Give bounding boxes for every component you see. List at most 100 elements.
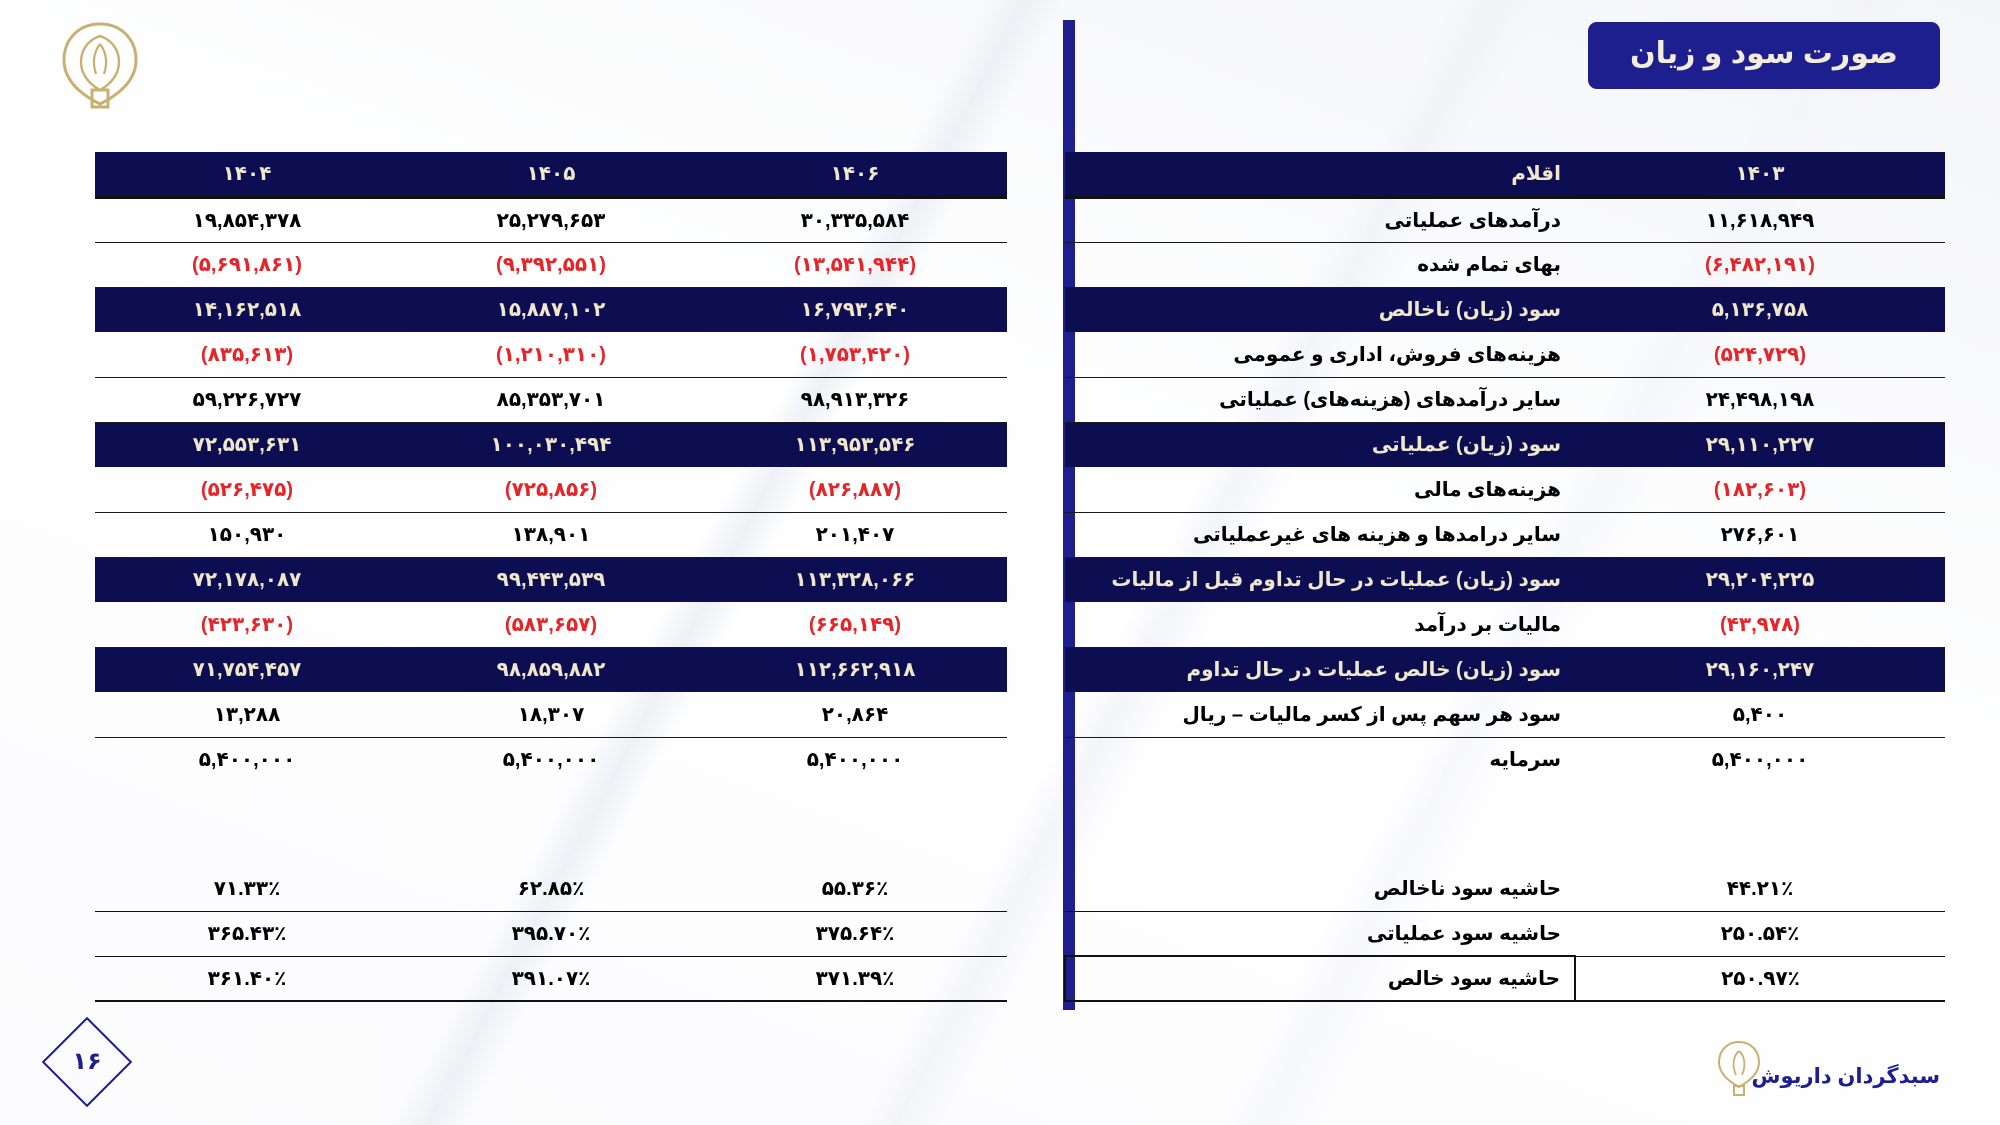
cell-value-1405: ۱۵,۸۸۷,۱۰۲ bbox=[399, 287, 703, 332]
cell-value-1406: (۱,۷۵۳,۴۲۰) bbox=[703, 332, 1007, 378]
cell-ratio-value-1405: ۳۹۵.۷۰٪ bbox=[399, 911, 703, 957]
table-row: ۱۱۳,۳۲۸,۰۶۶ ۹۹,۴۴۳,۵۳۹ ۷۲,۱۷۸,۰۸۷ bbox=[95, 557, 1007, 602]
cell-value-1404: ۱۵۰,۹۳۰ bbox=[95, 512, 399, 558]
cell-item-label: سود (زیان) عملیات در حال تداوم قبل از ما… bbox=[1065, 557, 1575, 602]
table-header-row: ۱۴۰۳ اقلام bbox=[1065, 152, 1945, 199]
column-header-year-1406: ۱۴۰۶ bbox=[703, 152, 1007, 199]
cell-ratio-value-1403: ۲۵۰.۹۷٪ bbox=[1575, 956, 1945, 1002]
table-row: (۱۸۲,۶۰۳) هزینه‌های مالی bbox=[1065, 467, 1945, 513]
cell-item-label: هزینه‌های مالی bbox=[1065, 467, 1575, 513]
cell-ratio-value-1404: ۳۶۱.۴۰٪ bbox=[95, 956, 399, 1002]
ratio-row: ۴۴.۲۱٪ حاشیه سود ناخالص bbox=[1065, 866, 1945, 912]
cell-value-1403: ۵,۱۳۶,۷۵۸ bbox=[1575, 287, 1945, 332]
cell-value-1404: ۵۹,۲۲۶,۷۲۷ bbox=[95, 377, 399, 423]
cell-item-label: سود (زیان) ناخالص bbox=[1065, 287, 1575, 332]
table-row: ۱۶,۷۹۳,۶۴۰ ۱۵,۸۸۷,۱۰۲ ۱۴,۱۶۲,۵۱۸ bbox=[95, 287, 1007, 332]
cell-value-1405: ۹۹,۴۴۳,۵۳۹ bbox=[399, 557, 703, 602]
cell-value-1403: ۲۴,۴۹۸,۱۹۸ bbox=[1575, 377, 1945, 423]
cell-item-label: هزینه‌های فروش، اداری و عمومی bbox=[1065, 332, 1575, 378]
page-number-badge: ۱۶ bbox=[41, 1016, 133, 1108]
cell-value-1403: ۲۹,۱۱۰,۲۲۷ bbox=[1575, 422, 1945, 467]
table-row: (۵۲۴,۷۲۹) هزینه‌های فروش، اداری و عمومی bbox=[1065, 332, 1945, 378]
ratio-row: ۲۵۰.۵۴٪ حاشیه سود عملیاتی bbox=[1065, 911, 1945, 957]
cell-value-1403: ۲۹,۱۶۰,۲۴۷ bbox=[1575, 647, 1945, 692]
table-row: ۹۸,۹۱۳,۳۲۶ ۸۵,۳۵۳,۷۰۱ ۵۹,۲۲۶,۷۲۷ bbox=[95, 377, 1007, 423]
cell-value-1405: ۲۵,۲۷۹,۶۵۳ bbox=[399, 197, 703, 243]
page-number: ۱۶ bbox=[72, 1048, 102, 1075]
cell-value-1403: (۵۲۴,۷۲۹) bbox=[1575, 332, 1945, 378]
table-row: ۵,۴۰۰,۰۰۰ ۵,۴۰۰,۰۰۰ ۵,۴۰۰,۰۰۰ bbox=[95, 737, 1007, 782]
cell-value-1404: (۴۲۳,۶۳۰) bbox=[95, 602, 399, 648]
cell-value-1403: (۴۳,۹۷۸) bbox=[1575, 602, 1945, 648]
cell-value-1406: (۸۲۶,۸۸۷) bbox=[703, 467, 1007, 513]
cell-item-label: سود هر سهم پس از کسر مالیات – ریال bbox=[1065, 692, 1575, 738]
cell-value-1404: ۱۹,۸۵۴,۳۷۸ bbox=[95, 197, 399, 243]
cell-ratio-value-1404: ۳۶۵.۴۳٪ bbox=[95, 911, 399, 957]
cell-ratio-value-1406: ۳۷۱.۳۹٪ bbox=[703, 956, 1007, 1002]
column-header-items: اقلام bbox=[1065, 152, 1575, 199]
cell-ratio-value-1406: ۵۵.۳۶٪ bbox=[703, 866, 1007, 912]
ratio-row: ۳۷۱.۳۹٪ ۳۹۱.۰۷٪ ۳۶۱.۴۰٪ bbox=[95, 956, 1007, 1002]
table-row: ۵,۴۰۰ سود هر سهم پس از کسر مالیات – ریال bbox=[1065, 692, 1945, 738]
cell-value-1404: ۷۲,۵۵۳,۶۳۱ bbox=[95, 422, 399, 467]
cell-item-label: سود (زیان) عملیاتی bbox=[1065, 422, 1575, 467]
income-statement-table-1403: ۱۴۰۳ اقلام ۱۱,۶۱۸,۹۴۹ درآمدهای عملیاتی (۶,… bbox=[1065, 152, 1945, 782]
cell-value-1403: ۵,۴۰۰,۰۰۰ bbox=[1711, 749, 1809, 772]
cell-value-1405: ۱۳۸,۹۰۱ bbox=[399, 512, 703, 558]
cell-item-label: سرمایه bbox=[1489, 749, 1561, 772]
cell-value-1403: (۶,۴۸۲,۱۹۱) bbox=[1575, 242, 1945, 288]
table-header-row: ۱۴۰۶ ۱۴۰۵ ۱۴۰۴ bbox=[95, 152, 1007, 199]
cell-value-1405: ۵,۴۰۰,۰۰۰ bbox=[502, 749, 600, 772]
company-logo-icon bbox=[62, 22, 138, 109]
cell-value-1404: ۱۴,۱۶۲,۵۱۸ bbox=[95, 287, 399, 332]
table-row: ۱۱۳,۹۵۳,۵۴۶ ۱۰۰,۰۳۰,۴۹۴ ۷۲,۵۵۳,۶۳۱ bbox=[95, 422, 1007, 467]
cell-value-1403: ۲۹,۲۰۴,۲۲۵ bbox=[1575, 557, 1945, 602]
cell-value-1404: (۵,۶۹۱,۸۶۱) bbox=[95, 242, 399, 288]
table-row: ۲۹,۲۰۴,۲۲۵ سود (زیان) عملیات در حال تداوم… bbox=[1065, 557, 1945, 602]
ratio-row: ۳۷۵.۶۴٪ ۳۹۵.۷۰٪ ۳۶۵.۴۳٪ bbox=[95, 911, 1007, 957]
column-header-year-1405: ۱۴۰۵ bbox=[399, 152, 703, 199]
cell-value-1405: ۱۸,۳۰۷ bbox=[399, 692, 703, 738]
cell-value-1405: (۹,۳۹۲,۵۵۱) bbox=[399, 242, 703, 288]
table-row: (۶۶۵,۱۴۹) (۵۸۳,۶۵۷) (۴۲۳,۶۳۰) bbox=[95, 602, 1007, 648]
cell-ratio-value-1406: ۳۷۵.۶۴٪ bbox=[703, 911, 1007, 957]
table-row: (۸۲۶,۸۸۷) (۷۲۵,۸۵۶) (۵۲۶,۴۷۵) bbox=[95, 467, 1007, 513]
cell-ratio-label: حاشیه سود ناخالص bbox=[1065, 866, 1575, 912]
cell-value-1406: ۱۱۳,۳۲۸,۰۶۶ bbox=[703, 557, 1007, 602]
cell-ratio-value-1405: ۳۹۱.۰۷٪ bbox=[399, 956, 703, 1002]
cell-value-1404: ۷۱,۷۵۴,۴۵۷ bbox=[95, 647, 399, 692]
cell-value-1406: ۲۰۱,۴۰۷ bbox=[703, 512, 1007, 558]
table-row: ۵,۴۰۰,۰۰۰ سرمایه bbox=[1065, 737, 1945, 782]
cell-value-1406: ۳۰,۳۳۵,۵۸۴ bbox=[703, 197, 1007, 243]
table-row: ۵,۱۳۶,۷۵۸ سود (زیان) ناخالص bbox=[1065, 287, 1945, 332]
cell-value-1406: (۱۳,۵۴۱,۹۴۴) bbox=[703, 242, 1007, 288]
cell-value-1406: ۱۶,۷۹۳,۶۴۰ bbox=[703, 287, 1007, 332]
cell-item-label: سایر درامدها و هزینه های غیرعملیاتی bbox=[1065, 512, 1575, 558]
cell-item-label: سود (زیان) خالص عملیات در حال تداوم bbox=[1065, 647, 1575, 692]
cell-item-label: سایر درآمدهای (هزینه‌های) عملیاتی bbox=[1065, 377, 1575, 423]
right-table-body: ۱۱,۶۱۸,۹۴۹ درآمدهای عملیاتی (۶,۴۸۲,۱۹۱) بها… bbox=[1065, 197, 1945, 782]
cell-ratio-value-1405: ۶۲.۸۵٪ bbox=[399, 866, 703, 912]
table-row: ۲۷۶,۶۰۱ سایر درامدها و هزینه های غیرعملیا… bbox=[1065, 512, 1945, 558]
cell-value-1404: ۷۲,۱۷۸,۰۸۷ bbox=[95, 557, 399, 602]
left-table-body: ۳۰,۳۳۵,۵۸۴ ۲۵,۲۷۹,۶۵۳ ۱۹,۸۵۴,۳۷۸ (۱۳,۵۴۱,۹۴… bbox=[95, 197, 1007, 782]
cell-item-label: مالیات بر درآمد bbox=[1065, 602, 1575, 648]
income-statement-table-forecast: ۱۴۰۶ ۱۴۰۵ ۱۴۰۴ ۳۰,۳۳۵,۵۸۴ ۲۵,۲۷۹,۶۵۳ ۱۹,۸۵… bbox=[95, 152, 1007, 782]
cell-ratio-value-1404: ۷۱.۳۳٪ bbox=[95, 866, 399, 912]
cell-value-1406: (۶۶۵,۱۴۹) bbox=[703, 602, 1007, 648]
table-row: (۶,۴۸۲,۱۹۱) بهای تمام شده bbox=[1065, 242, 1945, 288]
profit-margins-table-forecast: ۵۵.۳۶٪ ۶۲.۸۵٪ ۷۱.۳۳٪ ۳۷۵.۶۴٪ ۳۹۵.۷۰٪ ۳۶۵.۴۳٪ ۳… bbox=[95, 866, 1007, 1002]
cell-ratio-label: حاشیه سود عملیاتی bbox=[1065, 911, 1575, 957]
cell-value-1406: ۵,۴۰۰,۰۰۰ bbox=[806, 749, 904, 772]
profit-margins-table-1403: ۴۴.۲۱٪ حاشیه سود ناخالص ۲۵۰.۵۴٪ حاشیه سود ع… bbox=[1064, 866, 1945, 1002]
cell-ratio-value-1403: ۲۵۰.۵۴٪ bbox=[1575, 911, 1945, 957]
cell-value-1405: (۷۲۵,۸۵۶) bbox=[399, 467, 703, 513]
cell-value-1406: ۲۰,۸۶۴ bbox=[703, 692, 1007, 738]
cell-value-1406: ۹۸,۹۱۳,۳۲۶ bbox=[703, 377, 1007, 423]
ratio-row: ۵۵.۳۶٪ ۶۲.۸۵٪ ۷۱.۳۳٪ bbox=[95, 866, 1007, 912]
cell-value-1406: ۱۱۳,۹۵۳,۵۴۶ bbox=[703, 422, 1007, 467]
table-row: (۴۳,۹۷۸) مالیات بر درآمد bbox=[1065, 602, 1945, 648]
table-row: ۲۹,۱۶۰,۲۴۷ سود (زیان) خالص عملیات در حال … bbox=[1065, 647, 1945, 692]
column-header-year-1403: ۱۴۰۳ bbox=[1575, 152, 1945, 199]
